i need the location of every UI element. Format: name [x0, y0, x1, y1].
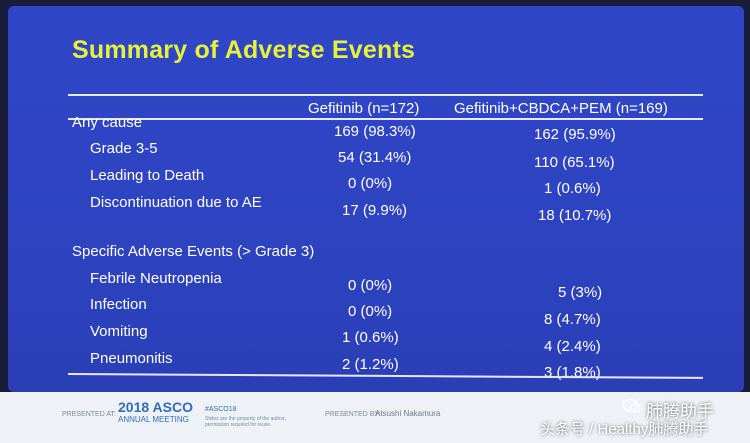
- row-grade-3-5-combination: 110 (65.1%): [534, 154, 615, 171]
- row-leading-to-death-combination: 1 (0.6%): [544, 180, 601, 197]
- header-divider-bottom: [68, 118, 703, 120]
- copyright-notice: Slides are the property of the author, p…: [205, 416, 286, 428]
- wechat-icon: [622, 398, 641, 413]
- hashtag: #ASCO18: [205, 406, 237, 413]
- meeting-subtitle: ANNUAL MEETING: [118, 415, 189, 424]
- presented-at-label: PRESENTED AT:: [62, 411, 116, 418]
- row-discontinuation-gefitinib: 17 (9.9%): [342, 202, 408, 219]
- row-label-vomiting: Vomiting: [90, 323, 148, 340]
- meeting-name: ASCO: [152, 399, 193, 415]
- row-any-cause-gefitinib: 169 (98.3%): [334, 123, 416, 140]
- table-bottom-divider: [67, 373, 703, 379]
- row-infection-gefitinib: 0 (0%): [348, 303, 393, 320]
- row-label-leading-to-death: Leading to Death: [90, 167, 205, 184]
- watermark-source: 头条号 / Healthy肺腾助手: [540, 421, 709, 438]
- row-pneumonitis-gefitinib: 2 (1.2%): [342, 356, 399, 373]
- row-label-discontinuation: Discontinuation due to AE: [90, 194, 262, 211]
- row-label-pneumonitis: Pneumonitis: [90, 350, 173, 367]
- column-header-gefitinib: Gefitinib (n=172): [308, 100, 420, 117]
- row-febrile-neutropenia-combination: 5 (3%): [558, 284, 603, 301]
- header-divider-top: [68, 94, 703, 96]
- row-label-infection: Infection: [90, 296, 147, 313]
- row-febrile-neutropenia-gefitinib: 0 (0%): [348, 277, 393, 294]
- row-pneumonitis-combination: 3 (1.8%): [544, 364, 601, 381]
- row-leading-to-death-gefitinib: 0 (0%): [348, 175, 393, 192]
- row-discontinuation-combination: 18 (10.7%): [538, 207, 612, 224]
- row-vomiting-gefitinib: 1 (0.6%): [342, 329, 399, 346]
- slide-panel: Summary of Adverse Events Gefitinib (n=1…: [8, 6, 744, 392]
- row-label-febrile-neutropenia: Febrile Neutropenia: [90, 270, 222, 287]
- row-any-cause-combination: 162 (95.9%): [534, 126, 616, 143]
- meeting-year: 2018: [118, 399, 150, 415]
- row-grade-3-5-gefitinib: 54 (31.4%): [338, 149, 412, 166]
- slide-title: Summary of Adverse Events: [72, 36, 416, 64]
- row-infection-combination: 8 (4.7%): [544, 311, 601, 328]
- presenter-name: Atsushi Nakamura: [375, 409, 441, 418]
- presented-by-label: PRESENTED BY:: [325, 411, 381, 418]
- column-header-combination: Gefitinib+CBDCA+PEM (n=169): [454, 100, 668, 117]
- section-label-specific-adverse-events: Specific Adverse Events (> Grade 3): [72, 243, 315, 260]
- row-vomiting-combination: 4 (2.4%): [544, 338, 601, 355]
- watermark-brand: 肺腾助手: [646, 402, 714, 421]
- meeting-logo: 2018 ASCO: [118, 399, 193, 415]
- row-label-grade-3-5: Grade 3-5: [90, 140, 158, 157]
- row-label-any-cause: Any cause: [72, 114, 143, 131]
